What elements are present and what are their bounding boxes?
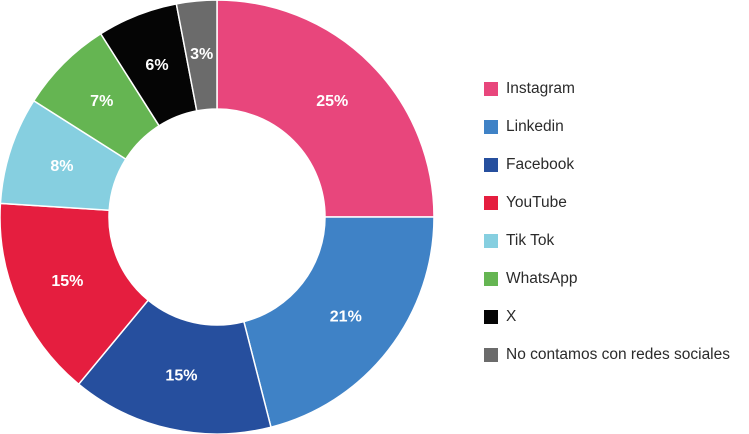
- legend-label: YouTube: [506, 193, 567, 211]
- donut-chart: 25% 21% 15% 15% 8% 7% 6% 3%: [0, 0, 435, 434]
- slice-label-youtube: 15%: [51, 273, 83, 290]
- slice-label-instagram: 25%: [316, 93, 348, 110]
- legend-swatch: [484, 157, 498, 172]
- legend-label: Facebook: [506, 155, 575, 173]
- legend-item-facebook: Facebook: [484, 155, 730, 174]
- slice-label-facebook: 15%: [165, 368, 197, 385]
- slice-label-linkedin: 21%: [330, 308, 362, 325]
- legend-item-no-contamos-con-redes-sociales: No contamos con redes sociales: [484, 345, 730, 364]
- legend-swatch: [484, 233, 498, 248]
- legend-label: Tik Tok: [506, 231, 555, 249]
- slice-label-tik-tok: 8%: [50, 158, 73, 175]
- legend-label: No contamos con redes sociales: [506, 345, 731, 363]
- legend-label: X: [506, 307, 517, 325]
- legend-label: Linkedin: [506, 117, 564, 135]
- slice-linkedin: [242, 216, 435, 429]
- legend-swatch: [484, 271, 498, 286]
- legend-item-tik-tok: Tik Tok: [484, 231, 730, 250]
- legend-item-youtube: YouTube: [484, 193, 730, 212]
- legend-swatch: [484, 81, 498, 96]
- slice-youtube: [0, 202, 150, 386]
- legend-item-x: X: [484, 307, 730, 326]
- legend-swatch: [484, 119, 498, 134]
- legend-swatch: [484, 195, 498, 210]
- chart-legend: Instagram Linkedin Facebook YouTube Tik Tok W…: [484, 79, 730, 383]
- legend-item-linkedin: Linkedin: [484, 117, 730, 136]
- slice-label-no-contamos-con-redes-sociales: 3%: [190, 46, 213, 63]
- legend-swatch: [484, 347, 498, 362]
- slice-label-x: 6%: [145, 57, 168, 74]
- slice-instagram: [216, 0, 435, 218]
- slice-label-whatsapp: 7%: [90, 93, 113, 110]
- legend-label: WhatsApp: [506, 269, 578, 287]
- legend-item-whatsapp: WhatsApp: [484, 269, 730, 288]
- legend-item-instagram: Instagram: [484, 79, 730, 98]
- legend-label: Instagram: [506, 79, 575, 97]
- legend-swatch: [484, 309, 498, 324]
- slice-no-contamos-con-redes-sociales: [175, 0, 218, 112]
